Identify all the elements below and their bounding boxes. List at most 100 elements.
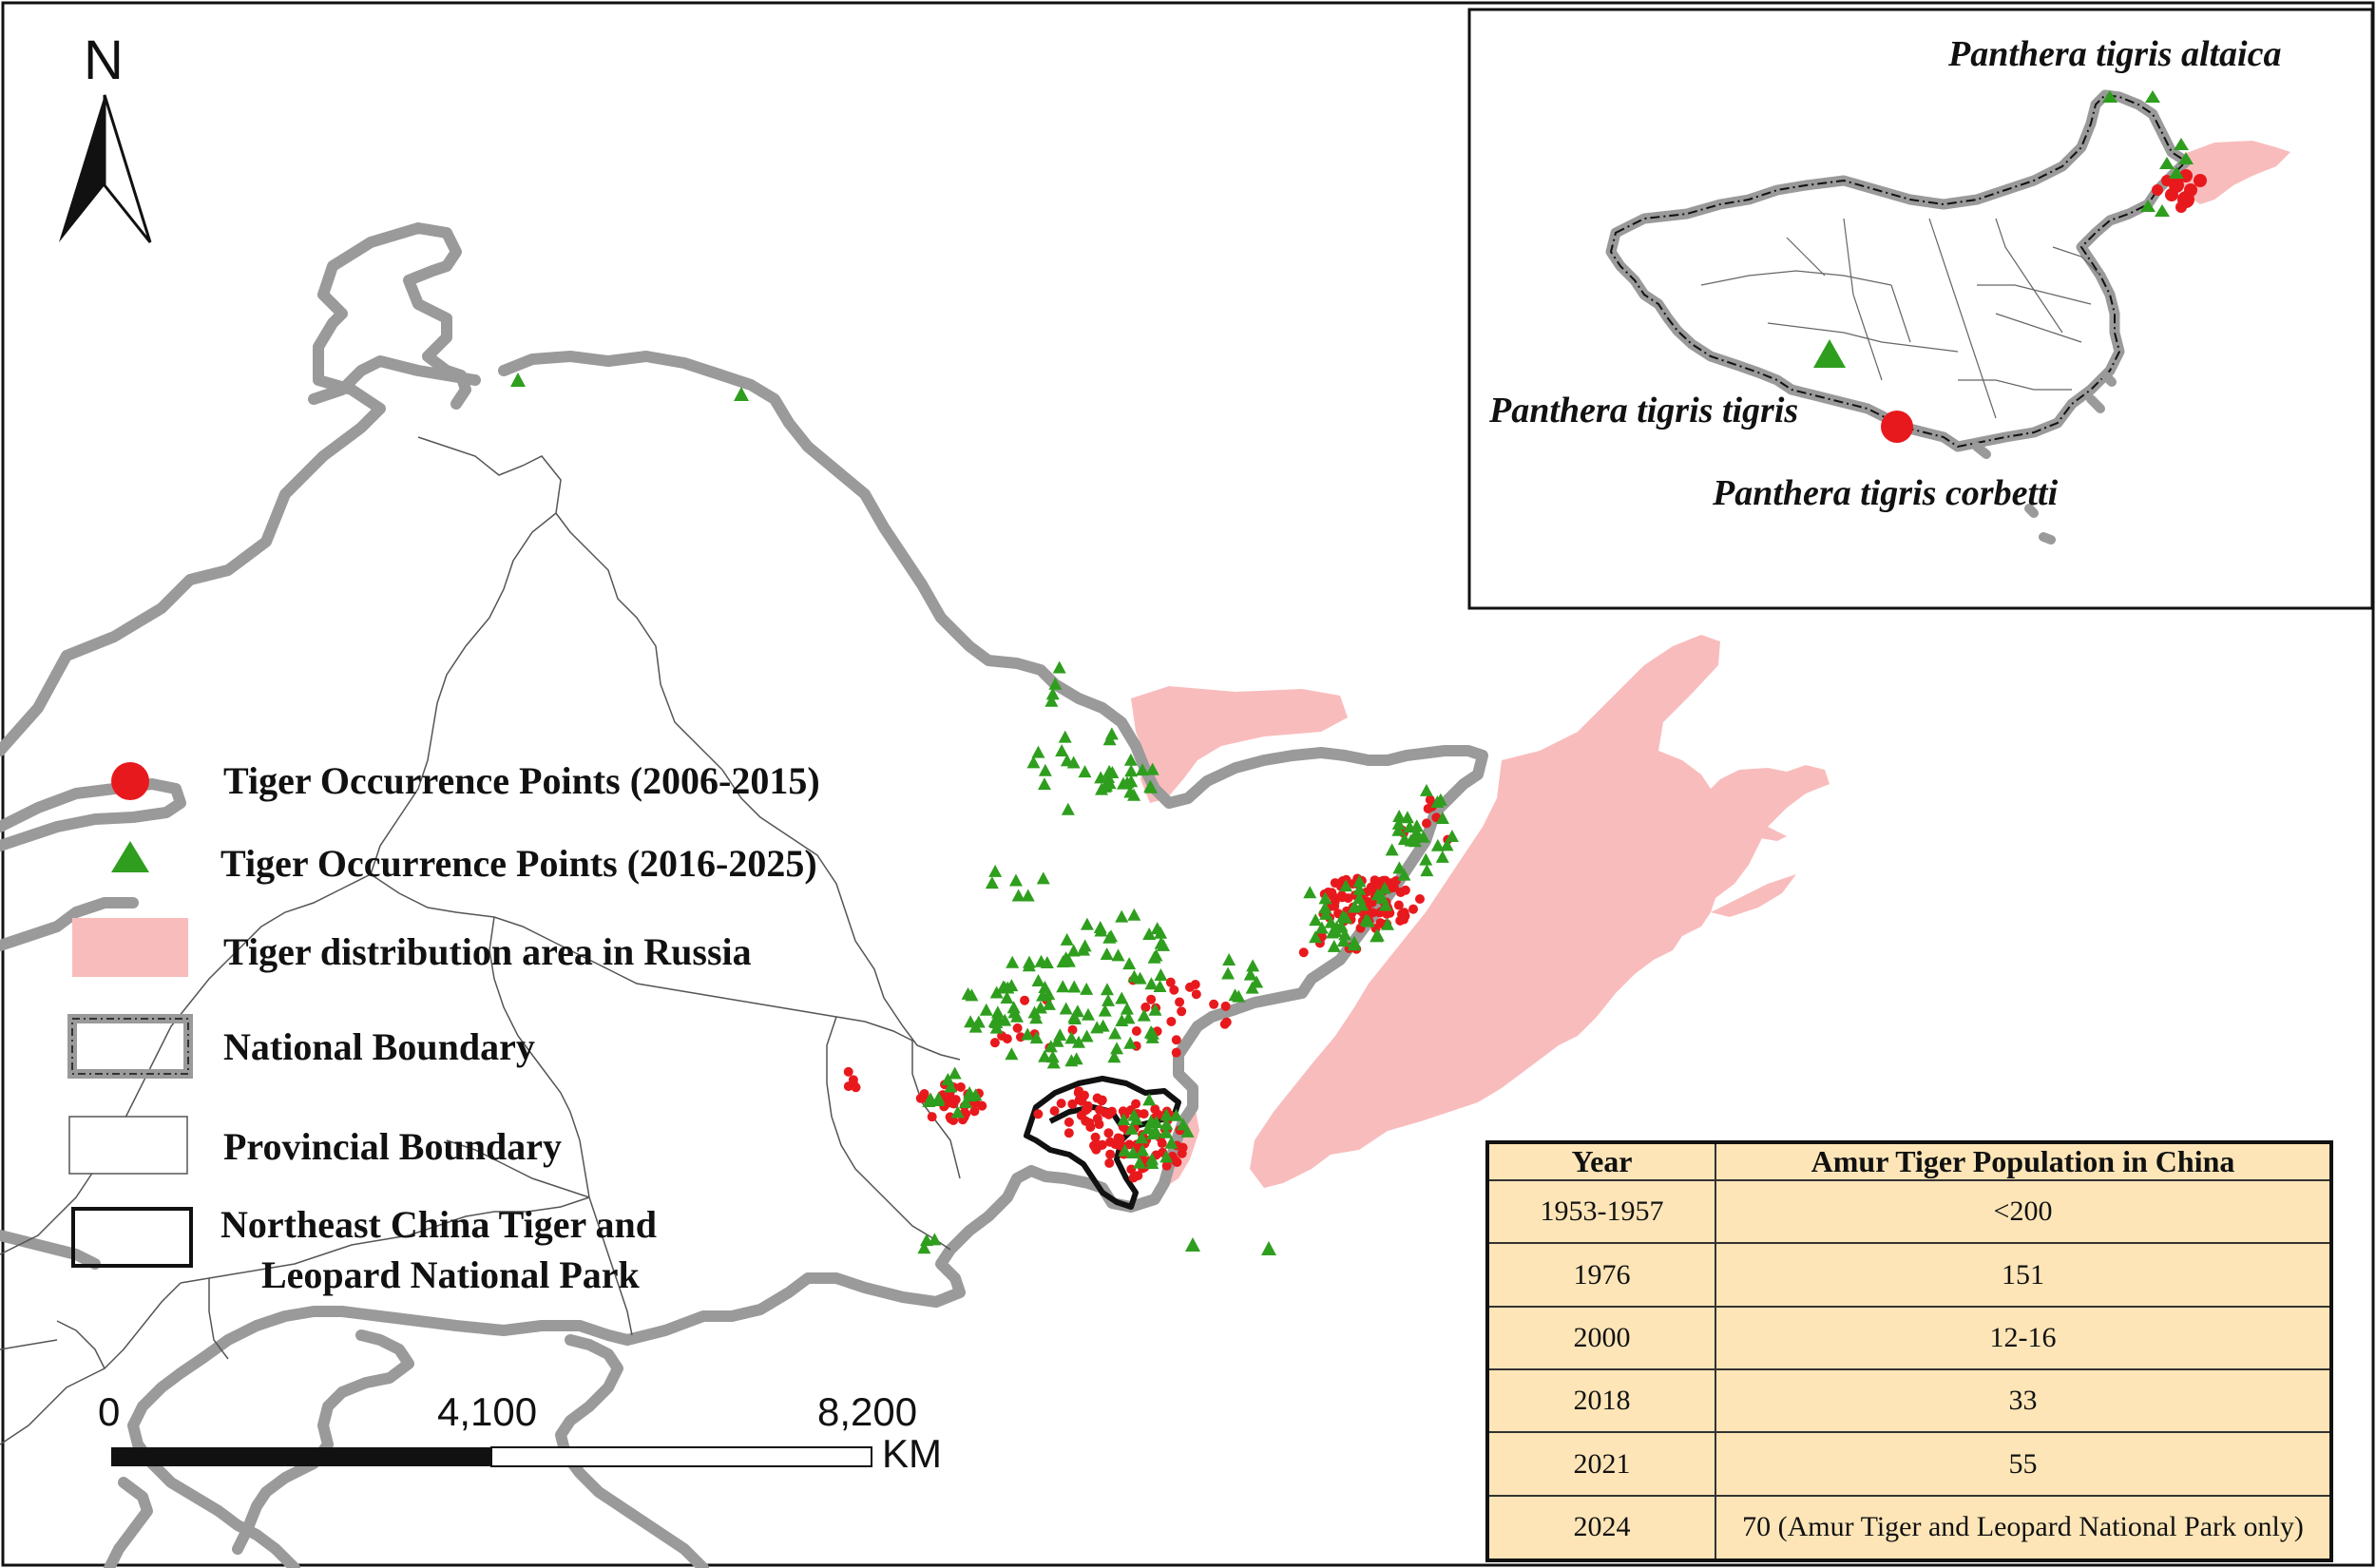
occurrence-point-2016-2025 <box>1071 1035 1085 1048</box>
occurrence-point-2016-2025 <box>1102 764 1117 777</box>
occurrence-point-2006-2015 <box>1177 1148 1187 1158</box>
occurrence-point-2006-2015 <box>1425 794 1435 805</box>
occurrence-point-2016-2025 <box>1355 898 1370 911</box>
occurrence-point-2016-2025 <box>1040 956 1054 969</box>
occurrence-point-2016-2025 <box>989 985 1004 999</box>
occurrence-point-2016-2025 <box>734 387 749 401</box>
occurrence-point-2016-2025 <box>1435 850 1449 863</box>
occurrence-point-2006-2015 <box>1190 979 1200 989</box>
occurrence-point-2016-2025 <box>941 1073 955 1086</box>
occurrence-point-2016-2025 <box>1011 889 1025 902</box>
table-cell-population: <200 <box>1715 1178 2332 1245</box>
occurrence-point-2016-2025 <box>1123 1036 1138 1049</box>
occurrence-point-2016-2025 <box>1080 1029 1094 1042</box>
occurrence-point-2016-2025 <box>1050 1034 1064 1047</box>
occurrence-point-2016-2025 <box>944 1080 958 1093</box>
occurrence-point-2016-2025 <box>1141 1121 1156 1135</box>
occurrence-point-2006-2015 <box>1083 1100 1093 1111</box>
occurrence-point-2016-2025 <box>1000 990 1014 1004</box>
inset-corbetti-marker <box>1881 411 1913 443</box>
occurrence-point-2006-2015 <box>1408 904 1419 914</box>
occurrence-point-2016-2025 <box>1059 951 1073 965</box>
scale-tick-4100: 4,100 <box>437 1389 538 1434</box>
occurrence-point-2006-2015 <box>1175 997 1185 1007</box>
occurrence-point-2016-2025 <box>1385 843 1399 856</box>
occurrence-point-2016-2025 <box>1067 980 1082 993</box>
occurrence-point-2016-2025 <box>996 980 1010 993</box>
legend-symbols <box>67 762 193 1268</box>
occurrence-point-2016-2025 <box>1100 983 1114 996</box>
occurrence-point-2016-2025 <box>1045 1050 1060 1063</box>
occurrence-point-2016-2025 <box>1142 927 1157 941</box>
occurrence-point-2016-2025 <box>1037 777 1051 791</box>
occurrence-point-2016-2025 <box>1127 908 1141 921</box>
occurrence-point-2006-2015 <box>1113 1139 1123 1150</box>
occurrence-point-2016-2025 <box>1250 975 1264 988</box>
occurrence-point-2016-2025 <box>1061 802 1075 815</box>
occurrence-point-2006-2015 <box>1150 1104 1160 1115</box>
occurrence-point-2006-2015 <box>1091 1144 1102 1155</box>
occurrence-point-2016-2025 <box>1221 966 1236 980</box>
occurrence-point-2016-2025 <box>1336 934 1351 947</box>
occurrence-point-2016-2025 <box>985 876 999 889</box>
legend-provincial-swatch <box>68 1116 188 1175</box>
occurrence-point-2016-2025 <box>1118 1143 1132 1157</box>
occurrence-point-2006-2015 <box>1343 893 1353 904</box>
occurrence-point-2016-2025 <box>1098 1004 1112 1017</box>
occurrence-point-2006-2015 <box>1400 885 1410 895</box>
occurrence-point-2016-2025 <box>1066 944 1081 957</box>
occurrence-point-2006-2015 <box>1157 1138 1167 1149</box>
occurrence-point-2006-2015 <box>1124 1139 1135 1150</box>
occurrence-point-2016-2025 <box>1180 1124 1195 1138</box>
occurrence-point-2016-2025 <box>1145 762 1159 775</box>
occurrence-point-2016-2025 <box>1036 871 1050 885</box>
occurrence-point-2016-2025 <box>1029 1011 1044 1024</box>
occurrence-point-2016-2025 <box>1044 1040 1058 1053</box>
occurrence-point-2016-2025 <box>1377 881 1391 894</box>
occurrence-point-2006-2015 <box>1327 888 1337 898</box>
occurrence-point-2006-2015 <box>1330 896 1340 907</box>
occurrence-point-2016-2025 <box>1154 968 1168 982</box>
occurrence-point-2016-2025 <box>1339 879 1353 892</box>
occurrence-point-2016-2025 <box>1149 1124 1163 1138</box>
occurrence-point-2006-2015 <box>843 1066 853 1077</box>
occurrence-point-2006-2015 <box>1074 1095 1084 1105</box>
occurrence-point-2016-2025 <box>1318 891 1332 905</box>
scale-tick-0: 0 <box>98 1389 121 1434</box>
occurrence-point-2016-2025 <box>1102 733 1117 746</box>
occurrence-point-2006-2015 <box>969 1106 980 1117</box>
table-row: 1953-1957 <200 <box>1486 1178 2332 1245</box>
occurrence-point-2016-2025 <box>1046 1056 1061 1069</box>
occurrence-point-2016-2025 <box>1115 1014 1129 1027</box>
occurrence-point-2016-2025 <box>1397 868 1411 881</box>
occurrence-point-2016-2025 <box>1108 1026 1122 1040</box>
occurrence-point-2016-2025 <box>971 1015 986 1028</box>
occurrence-point-2016-2025 <box>1318 901 1332 914</box>
occurrence-point-2006-2015 <box>1393 900 1404 910</box>
table-row: 2024 70 (Amur Tiger and Leopard National … <box>1486 1494 2332 1562</box>
occurrence-point-2016-2025 <box>1038 980 1052 993</box>
occurrence-point-2016-2025 <box>1115 991 1129 1004</box>
occurrence-point-2016-2025 <box>922 1095 936 1108</box>
legend-russia-swatch <box>72 918 188 977</box>
occurrence-point-2016-2025 <box>990 1005 1005 1019</box>
occurrence-point-2016-2025 <box>1008 873 1023 887</box>
occurrence-point-2016-2025 <box>948 1066 962 1080</box>
occurrence-point-2016-2025 <box>1070 1004 1084 1018</box>
occurrence-point-2016-2025 <box>1392 861 1407 874</box>
occurrence-point-2016-2025 <box>988 864 1003 877</box>
occurrence-point-2016-2025 <box>1370 928 1384 942</box>
occurrence-point-2006-2015 <box>1103 1128 1114 1138</box>
occurrence-point-2016-2025 <box>1021 1027 1035 1041</box>
occurrence-point-2016-2025 <box>1135 1131 1149 1144</box>
occurrence-point-2016-2025 <box>1352 882 1367 895</box>
occurrence-point-2016-2025 <box>1380 917 1394 930</box>
occurrence-point-2006-2015 <box>1020 995 1030 1005</box>
occurrence-points-2016-2025 <box>510 373 1459 1255</box>
table-cell-year: 2000 <box>1486 1305 1716 1371</box>
occurrence-point-2016-2025 <box>1303 886 1317 899</box>
occurrence-point-2016-2025 <box>1052 660 1066 674</box>
north-arrow <box>59 94 152 243</box>
occurrence-point-2016-2025 <box>1435 812 1449 825</box>
